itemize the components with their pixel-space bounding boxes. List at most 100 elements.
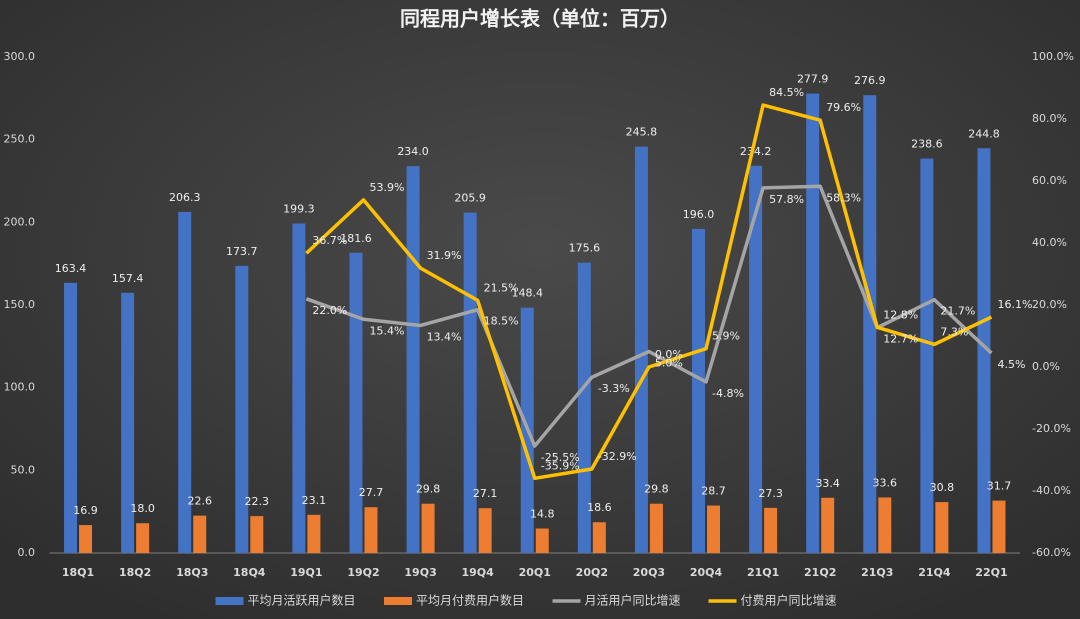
bar-label: 29.8 bbox=[644, 483, 669, 496]
x-tick-label: 21Q3 bbox=[861, 566, 893, 579]
bar bbox=[920, 158, 934, 554]
line-label: 84.5% bbox=[769, 86, 804, 99]
bar bbox=[977, 148, 991, 554]
bar bbox=[364, 507, 378, 553]
y-tick-label: 0.0 bbox=[18, 546, 36, 559]
line-label: -25.5% bbox=[541, 451, 580, 464]
bar bbox=[707, 505, 721, 553]
legend-label: 平均月活跃用户数目 bbox=[248, 593, 356, 608]
line-label: 53.9% bbox=[369, 181, 404, 194]
bar bbox=[592, 522, 606, 553]
bar bbox=[292, 223, 306, 553]
bar bbox=[478, 508, 492, 553]
x-tick-label: 19Q2 bbox=[347, 566, 379, 579]
bar-label: 31.7 bbox=[987, 480, 1012, 493]
x-tick-label: 18Q1 bbox=[62, 566, 94, 579]
y-tick-label: 150.0 bbox=[4, 298, 36, 311]
bar bbox=[649, 503, 663, 553]
bar-label: 163.4 bbox=[55, 262, 87, 275]
bar bbox=[935, 502, 949, 553]
x-tick-label: 21Q1 bbox=[747, 566, 779, 579]
x-tick-label: 20Q4 bbox=[690, 566, 723, 579]
y2-tick-label: -60.0% bbox=[1032, 546, 1071, 559]
line-label: 16.1% bbox=[997, 298, 1032, 311]
legend-label: 付费用户同比增速 bbox=[741, 593, 837, 608]
bar bbox=[193, 515, 207, 553]
bar bbox=[749, 165, 763, 553]
y2-tick-label: 0.0% bbox=[1032, 360, 1060, 373]
bar-label: 196.0 bbox=[683, 208, 715, 221]
bar bbox=[307, 514, 321, 553]
line-label: -3.3% bbox=[598, 382, 630, 395]
bar-label: 205.9 bbox=[454, 192, 486, 205]
line-label: 7.3% bbox=[940, 325, 968, 338]
bar-label: 157.4 bbox=[112, 272, 144, 285]
bar-label: 27.3 bbox=[758, 487, 783, 500]
x-tick-label: 18Q4 bbox=[233, 566, 266, 579]
bar-label: 22.3 bbox=[245, 495, 270, 508]
bar-label: 18.6 bbox=[587, 501, 612, 514]
bar-label: 29.8 bbox=[416, 483, 441, 496]
y-tick-label: 300.0 bbox=[4, 50, 36, 63]
bar-label: 276.9 bbox=[854, 74, 886, 87]
bar-label: 244.8 bbox=[968, 127, 1000, 140]
legend-label: 月活用户同比增速 bbox=[585, 593, 681, 608]
x-tick-label: 22Q1 bbox=[975, 566, 1007, 579]
bar-label: 206.3 bbox=[169, 191, 201, 204]
x-tick-label: 20Q3 bbox=[633, 566, 665, 579]
bar-label: 173.7 bbox=[226, 245, 258, 258]
x-tick-label: 19Q3 bbox=[404, 566, 436, 579]
bar bbox=[64, 282, 78, 553]
line-label: 31.9% bbox=[427, 249, 462, 262]
bar-label: 23.1 bbox=[302, 494, 327, 507]
x-tick-label: 20Q2 bbox=[576, 566, 608, 579]
y2-tick-label: 80.0% bbox=[1032, 112, 1067, 125]
chart-title: 同程用户增长表（单位：百万） bbox=[400, 7, 680, 31]
y-tick-label: 200.0 bbox=[4, 215, 36, 228]
line-label: 15.4% bbox=[369, 324, 404, 337]
legend-swatch bbox=[215, 597, 244, 605]
bar-label: 148.4 bbox=[512, 287, 544, 300]
x-tick-label: 19Q4 bbox=[462, 566, 495, 579]
y2-tick-label: -40.0% bbox=[1032, 484, 1071, 497]
line-label: 22.0% bbox=[312, 304, 347, 317]
line-label: 18.5% bbox=[484, 315, 519, 328]
bar bbox=[992, 500, 1006, 553]
line-label: 79.6% bbox=[826, 101, 861, 114]
line-label: 58.3% bbox=[826, 191, 861, 204]
line-label: 12.8% bbox=[883, 308, 918, 321]
line-label: -35.9% bbox=[541, 459, 580, 472]
line-label: -4.8% bbox=[712, 387, 744, 400]
bar bbox=[764, 507, 778, 553]
bar-label: 33.6 bbox=[873, 476, 898, 489]
bar-label: 30.8 bbox=[930, 481, 955, 494]
bar-label: 234.2 bbox=[740, 145, 772, 158]
x-tick-label: 21Q4 bbox=[918, 566, 951, 579]
bar-label: 33.4 bbox=[815, 477, 840, 490]
line-label: 21.5% bbox=[484, 281, 519, 294]
bar bbox=[463, 212, 477, 553]
bar-label: 16.9 bbox=[73, 504, 98, 517]
line-label: 4.5% bbox=[997, 358, 1025, 371]
bar-label: 234.0 bbox=[397, 145, 429, 158]
x-tick-label: 18Q2 bbox=[119, 566, 151, 579]
bar bbox=[421, 503, 435, 553]
y-tick-label: 250.0 bbox=[4, 133, 36, 146]
bar bbox=[806, 93, 820, 553]
bar bbox=[136, 523, 150, 553]
bar bbox=[634, 146, 648, 554]
x-tick-label: 19Q1 bbox=[290, 566, 322, 579]
bar bbox=[878, 497, 892, 553]
y-tick-label: 100.0 bbox=[4, 381, 36, 394]
y-tick-label: 50.0 bbox=[11, 463, 36, 476]
line-label: 0.0% bbox=[655, 348, 683, 361]
bar bbox=[821, 497, 835, 553]
legend-swatch bbox=[384, 597, 412, 605]
bar-label: 238.6 bbox=[911, 138, 943, 151]
line-label: 5.9% bbox=[712, 330, 740, 343]
bar bbox=[235, 265, 249, 553]
line-label: 12.7% bbox=[883, 333, 918, 346]
bar bbox=[577, 262, 591, 553]
bar-label: 245.8 bbox=[626, 126, 658, 139]
